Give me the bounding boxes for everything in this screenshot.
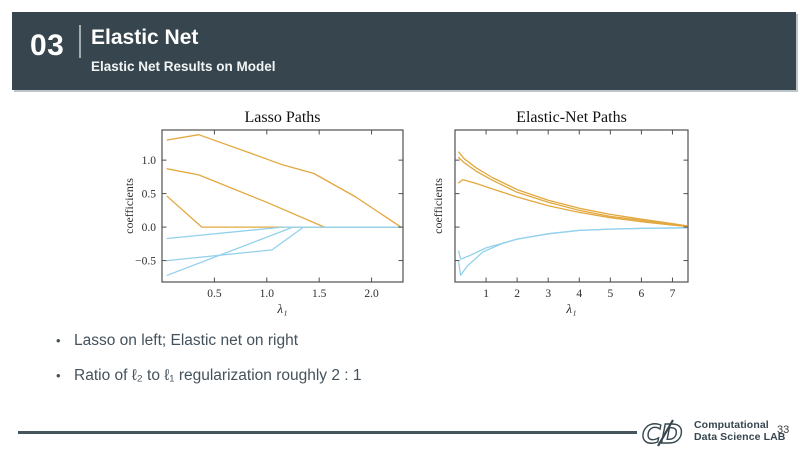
x-tick-label: 5 <box>607 288 613 300</box>
x-tick-label: 3 <box>545 288 551 300</box>
footer-rule <box>18 431 637 434</box>
cds-lab-logo-icon: C D <box>641 419 683 448</box>
header-band: 03 Elastic Net Elastic Net Results on Mo… <box>12 12 796 90</box>
bullet-dot: • <box>56 368 61 383</box>
lab-name: Computational Data Science LAB <box>694 419 786 443</box>
x-tick-label: 4 <box>576 288 582 300</box>
chart-title: Lasso Paths <box>245 109 321 126</box>
logo-letter-d: D <box>661 420 683 448</box>
series-lasso-coef-2 <box>166 168 402 228</box>
slide-title: Elastic Net <box>91 26 199 49</box>
x-tick-label: 0.5 <box>207 288 222 300</box>
bullet-text: Lasso on left; Elastic net on right <box>74 332 299 349</box>
section-number: 03 <box>30 29 65 62</box>
y-tick-label: 0.0 <box>142 222 157 234</box>
bullet-list: • Lasso on left; Elastic net on right • … <box>56 330 362 386</box>
series-lasso-coef-4 <box>166 226 402 240</box>
logo-letter-c: C <box>642 420 661 448</box>
chart-title: Elastic-Net Paths <box>516 109 627 126</box>
series-enet-coef-2 <box>458 156 688 227</box>
y-tick-label: −0.5 <box>135 256 156 268</box>
lasso-paths-chart: 0.5 1.0 1.5 2.0 −0.5 0.0 0.5 1.0 Lasso Paths λ₁ co… <box>118 108 420 328</box>
series-lasso-coef-6 <box>166 226 402 276</box>
bullet-item: • Ratio of ℓ₂ to ℓ₁ regularization rough… <box>56 365 362 386</box>
slide-subtitle: Elastic Net Results on Model <box>91 59 276 74</box>
x-axis-label: λ₁ <box>565 301 576 316</box>
x-tick-label: 1.0 <box>260 288 275 300</box>
x-tick-label: 2.0 <box>364 288 379 300</box>
logo-slash <box>657 419 674 447</box>
x-tick-label: 1.5 <box>312 288 327 300</box>
series-enet-coef-4 <box>458 227 688 260</box>
chart-svg: 0.5 1.0 1.5 2.0 −0.5 0.0 0.5 1.0 Lasso Paths λ₁ co… <box>122 109 404 316</box>
x-axis-label: λ₁ <box>276 301 287 316</box>
bullet-dot: • <box>56 333 61 348</box>
y-axis-label: coefficients <box>431 178 445 234</box>
bullet-item: • Lasso on left; Elastic net on right <box>56 330 362 351</box>
series-enet-coef-1 <box>458 151 688 227</box>
lab-name-line2: Data Science LAB <box>694 430 786 443</box>
series-enet-coef-5 <box>458 227 688 276</box>
plot-frame <box>161 129 404 283</box>
y-tick-label: 1.0 <box>142 155 157 167</box>
plot-frame <box>454 129 689 283</box>
x-tick-label: 2 <box>514 288 520 300</box>
bullet-text: Ratio of ℓ₂ to ℓ₁ regularization roughly… <box>74 367 362 384</box>
series-lasso-coef-5 <box>166 226 402 262</box>
page-number: 33 <box>777 424 790 436</box>
y-tick-label: 0.5 <box>142 189 157 201</box>
y-axis-label: coefficients <box>122 178 136 234</box>
lab-name-line1: Computational <box>694 419 769 431</box>
elastic-net-paths-chart: 1 2 3 4 5 6 7 Elastic-Net Paths λ₁ coefficients <box>420 108 700 328</box>
series-lasso-coef-1 <box>166 134 402 228</box>
x-tick-label: 1 <box>483 288 489 300</box>
series-enet-coef-3 <box>458 178 688 228</box>
chart-svg: 1 2 3 4 5 6 7 Elastic-Net Paths λ₁ coefficients <box>431 109 689 316</box>
x-tick-label: 6 <box>639 288 645 300</box>
header-divider <box>79 25 81 58</box>
series-lasso-coef-3 <box>166 195 402 228</box>
x-tick-label: 7 <box>670 288 676 300</box>
